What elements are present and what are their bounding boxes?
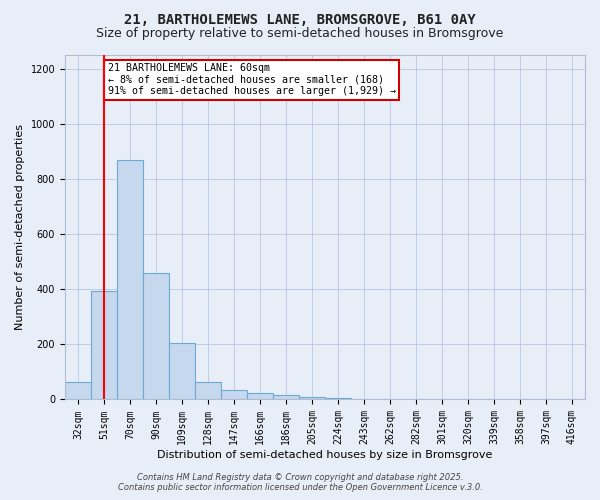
Bar — [273, 396, 299, 400]
X-axis label: Distribution of semi-detached houses by size in Bromsgrove: Distribution of semi-detached houses by … — [157, 450, 493, 460]
Bar — [195, 382, 221, 400]
Text: 21, BARTHOLEMEWS LANE, BROMSGROVE, B61 0AY: 21, BARTHOLEMEWS LANE, BROMSGROVE, B61 0… — [124, 12, 476, 26]
Text: Size of property relative to semi-detached houses in Bromsgrove: Size of property relative to semi-detach… — [97, 28, 503, 40]
Bar — [299, 398, 325, 400]
Bar — [169, 343, 195, 400]
Bar — [247, 392, 273, 400]
Bar — [91, 290, 117, 400]
Text: 21 BARTHOLEMEWS LANE: 60sqm
← 8% of semi-detached houses are smaller (168)
91% o: 21 BARTHOLEMEWS LANE: 60sqm ← 8% of semi… — [108, 64, 396, 96]
Y-axis label: Number of semi-detached properties: Number of semi-detached properties — [15, 124, 25, 330]
Text: Contains HM Land Registry data © Crown copyright and database right 2025.
Contai: Contains HM Land Registry data © Crown c… — [118, 473, 482, 492]
Bar — [65, 382, 91, 400]
Bar — [377, 399, 403, 400]
Bar — [143, 272, 169, 400]
Bar — [117, 160, 143, 400]
Bar — [351, 398, 377, 400]
Bar — [325, 398, 351, 400]
Bar — [221, 390, 247, 400]
